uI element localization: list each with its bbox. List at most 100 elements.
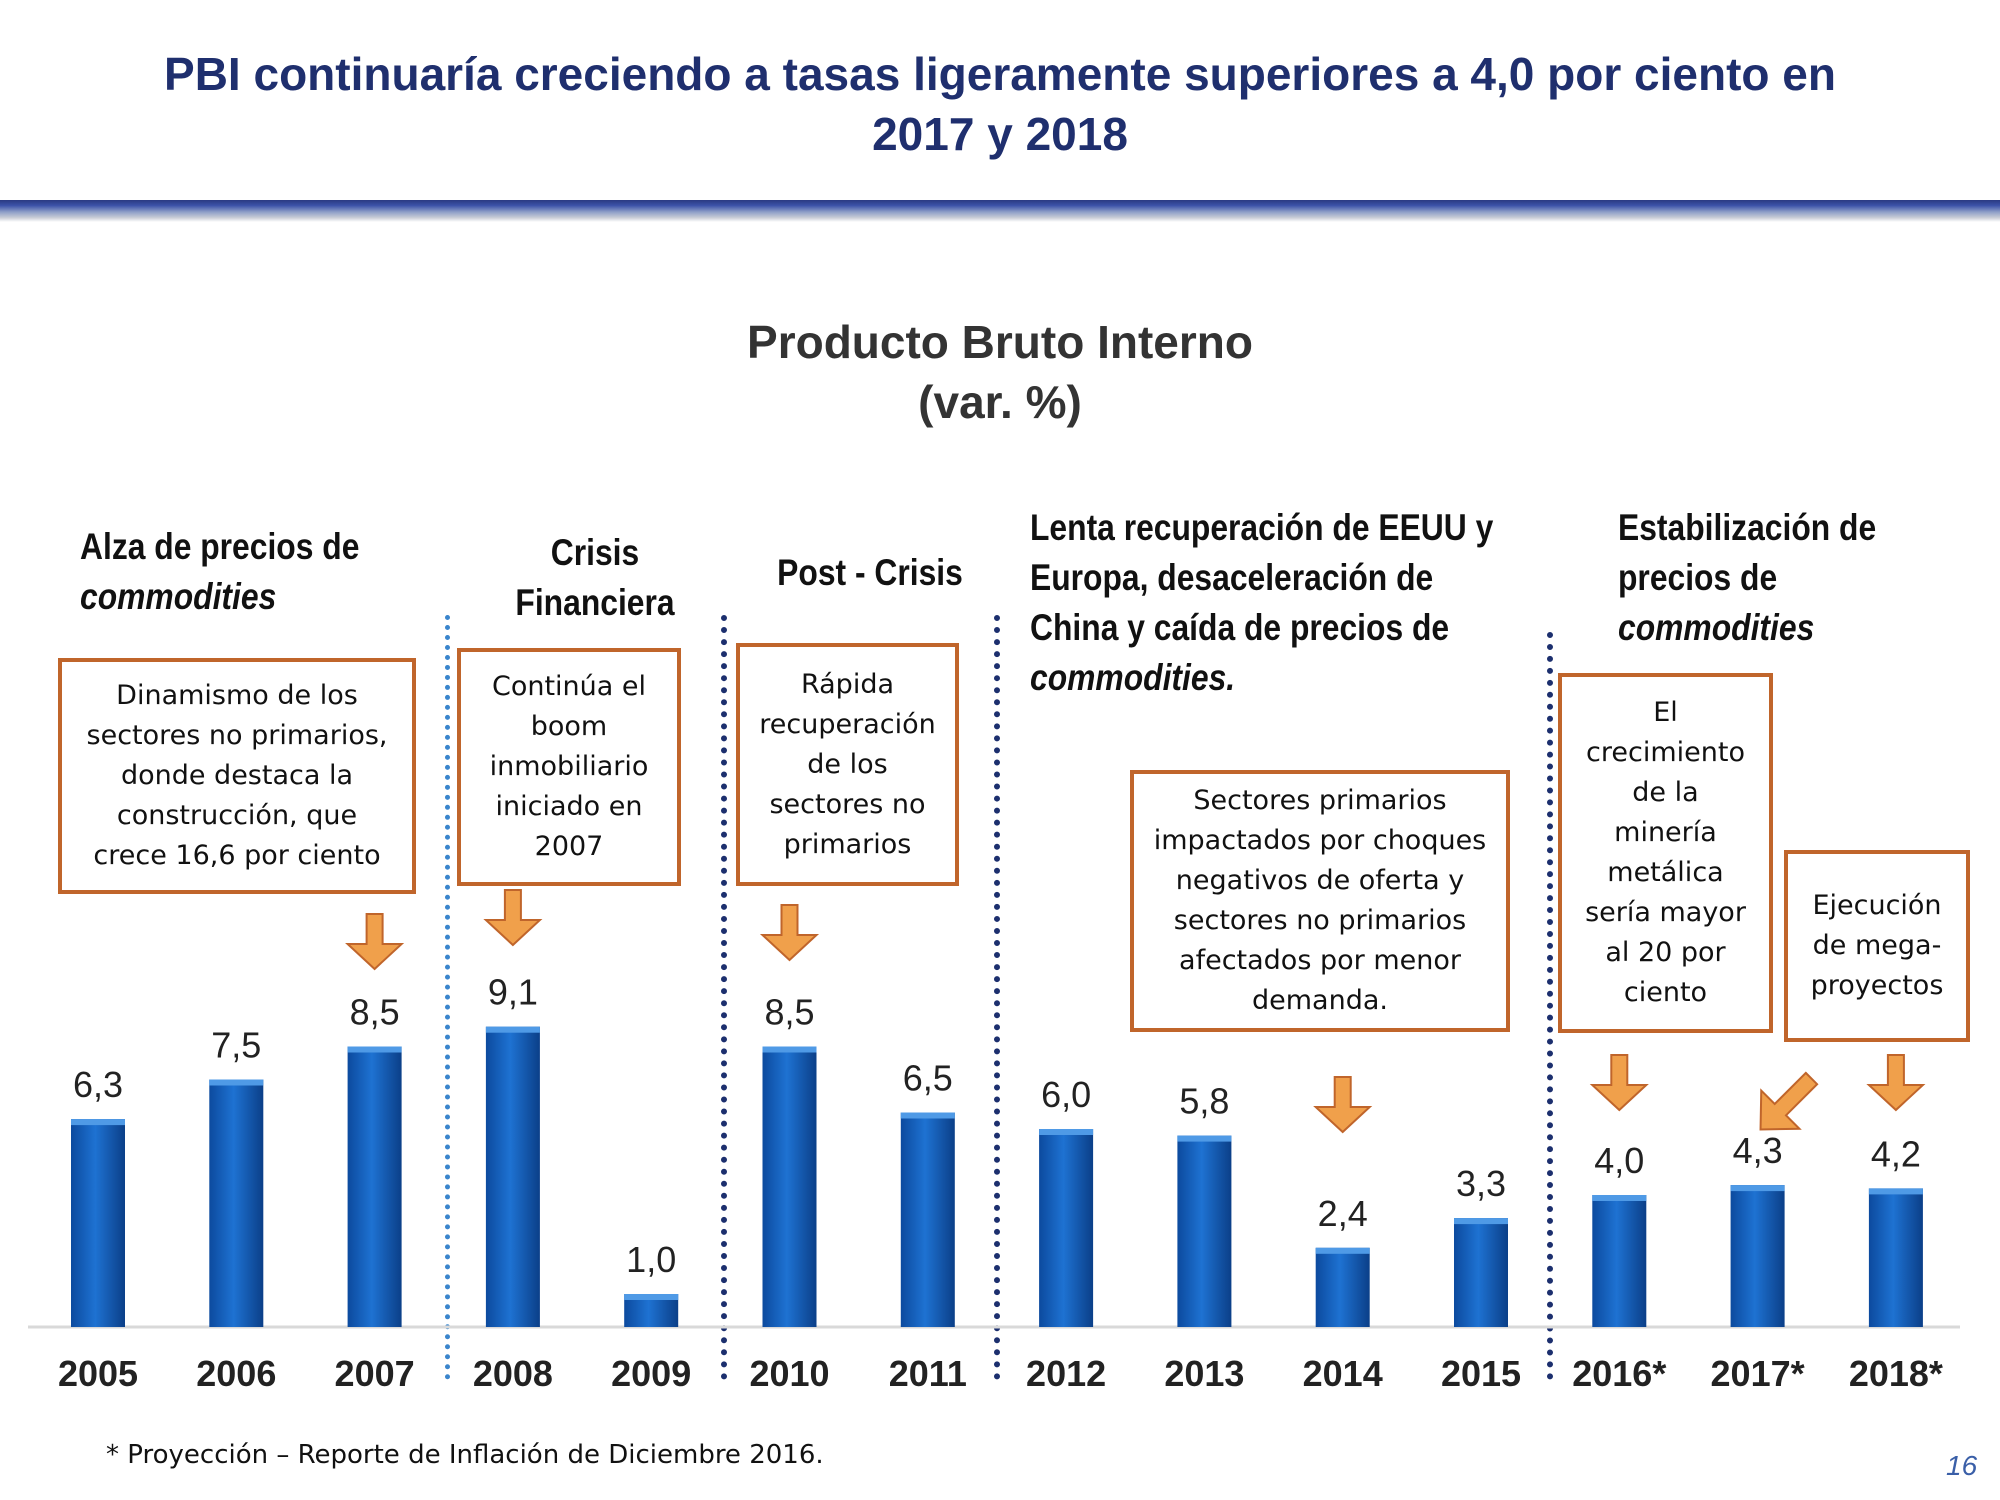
period-label-line: commodities	[1618, 603, 1910, 653]
bar-2005	[71, 1119, 125, 1327]
value-label: 6,0	[1041, 1074, 1091, 1115]
x-tick-label: 2018*	[1849, 1353, 1943, 1394]
chart-title: Producto Bruto Interno (var. %)	[500, 312, 1500, 432]
period-divider	[1547, 632, 1553, 1380]
slide-title: PBI continuaría creciendo a tasas ligera…	[60, 44, 1940, 164]
bar-highlight	[762, 1046, 817, 1053]
value-label: 3,3	[1456, 1163, 1506, 1204]
annotation-line: sería mayor	[1585, 897, 1746, 928]
x-tick-label: 2008	[473, 1353, 553, 1394]
value-label: 9,1	[488, 972, 538, 1013]
bar-2018	[1868, 1188, 1923, 1327]
period-label-line: commodities	[80, 572, 407, 622]
annotation-line: El	[1653, 697, 1678, 728]
period-label-line: Crisis	[550, 532, 640, 573]
bar-highlight	[71, 1119, 125, 1126]
annotation-box-mining-growth: El crecimiento de la minería metálica se…	[1558, 673, 1773, 1033]
value-label: 4,3	[1733, 1130, 1783, 1171]
x-tick-label: 2016*	[1572, 1353, 1666, 1394]
annotation-line: impactados por choques	[1153, 825, 1487, 856]
period-label-slow-recovery: Lenta recuperación de EEUU y Europa, des…	[1030, 503, 1512, 703]
bar-2013	[1177, 1135, 1232, 1327]
down-arrow-icon	[1866, 1054, 1926, 1112]
annotation-line: primarios	[783, 828, 912, 860]
bar-2012	[1039, 1129, 1094, 1327]
annotation-line: Continúa el	[491, 671, 647, 702]
value-label: 4,0	[1594, 1140, 1644, 1181]
value-label: 8,5	[350, 992, 400, 1033]
period-label-line: precios de	[1618, 557, 1778, 598]
x-tick-label: 2006	[196, 1353, 276, 1394]
annotation-line: Sectores primarios	[1193, 785, 1447, 816]
annotation-line: boom	[530, 711, 608, 742]
period-label-line: Estabilización de	[1618, 507, 1877, 548]
down-arrow-icon	[759, 904, 820, 962]
page-number: 16	[1946, 1450, 1978, 1481]
bar-2014	[1315, 1247, 1370, 1327]
period-divider	[994, 615, 1000, 1380]
annotation-line: crecimiento	[1586, 737, 1745, 768]
title-divider	[0, 200, 2000, 222]
annotation-line: negativos de oferta y	[1175, 865, 1465, 896]
chart-title-main: Producto Bruto Interno	[747, 316, 1253, 368]
annotation-box-construction: Dinamismo de los sectores no primarios, …	[58, 658, 416, 894]
bar-2016	[1592, 1195, 1647, 1327]
period-label-italic: commodities	[1618, 607, 1815, 648]
bar-2007	[347, 1046, 402, 1327]
period-label-stabilization: Estabilización de precios de commodities	[1618, 503, 1910, 653]
bar-highlight	[1730, 1185, 1785, 1192]
annotation-line: iniciado en	[495, 791, 643, 822]
bar-highlight	[209, 1079, 264, 1086]
annotation-line: recuperación	[759, 708, 936, 740]
annotation-line: sectores no	[769, 788, 926, 820]
period-label-italic: commodities	[80, 576, 277, 617]
bar-2010	[762, 1046, 817, 1327]
bar-highlight	[1177, 1135, 1232, 1142]
period-label-line: Post - Crisis	[777, 552, 963, 593]
bar-highlight	[1039, 1129, 1094, 1135]
annotation-line: Rápida	[800, 668, 895, 700]
bar-2017	[1730, 1185, 1785, 1327]
annotation-box-fast-recovery: Rápida recuperación de los sectores no p…	[736, 643, 959, 886]
annotation-line: donde destaca la	[120, 760, 354, 791]
value-label: 2,4	[1318, 1193, 1368, 1234]
annotation-line: metálica	[1607, 857, 1724, 888]
period-label-line: Europa, desaceleración de	[1030, 557, 1434, 598]
annotation-line: inmobiliario	[489, 751, 649, 782]
footnote: * Proyección – Reporte de Inflación de D…	[106, 1440, 824, 1470]
x-tick-label: 2009	[611, 1353, 691, 1394]
annotation-line: 2007	[534, 831, 604, 862]
x-tick-label: 2017*	[1711, 1353, 1805, 1394]
period-label-line: commodities.	[1030, 653, 1512, 703]
annotation-line: construcción, que	[116, 800, 358, 831]
down-arrow-icon	[1313, 1076, 1373, 1134]
period-label-line: China y caída de precios de	[1030, 607, 1450, 648]
slide-title-line2: 2017 y 2018	[872, 108, 1128, 160]
annotation-line: minería	[1614, 817, 1717, 848]
x-tick-label: 2011	[889, 1353, 967, 1394]
diagonal-arrow-icon	[1759, 1071, 1819, 1131]
value-label: 5,8	[1179, 1081, 1229, 1122]
annotation-line: Ejecución	[1812, 890, 1942, 921]
annotation-line: ciento	[1623, 977, 1708, 1008]
x-tick-label: 2012	[1026, 1353, 1106, 1394]
slide-title-line1: PBI continuaría creciendo a tasas ligera…	[164, 48, 1836, 100]
bar-2008	[485, 1026, 540, 1327]
annotation-line: crece 16,6 por ciento	[93, 840, 381, 871]
annotation-line: sectores no primarios	[1173, 905, 1467, 936]
x-tick-label: 2010	[749, 1353, 829, 1394]
period-label-line: Financiera	[515, 582, 675, 623]
annotation-line: sectores no primarios,	[86, 720, 388, 751]
annotation-box-mega-projects: Ejecución de mega- proyectos	[1784, 850, 1970, 1042]
down-arrow-icon	[345, 913, 405, 971]
period-label-line: Lenta recuperación de EEUU y	[1030, 507, 1494, 548]
value-label: 1,0	[626, 1239, 676, 1280]
value-label: 6,5	[903, 1058, 953, 1099]
period-label-commodities-boom: Alza de precios de commodities	[80, 522, 407, 622]
annotation-line: Dinamismo de los	[116, 680, 358, 711]
bar-2006	[209, 1079, 264, 1327]
down-arrow-icon	[483, 889, 543, 947]
x-tick-label: 2005	[58, 1353, 138, 1394]
x-tick-label: 2013	[1164, 1353, 1244, 1394]
value-label: 7,5	[211, 1025, 261, 1066]
